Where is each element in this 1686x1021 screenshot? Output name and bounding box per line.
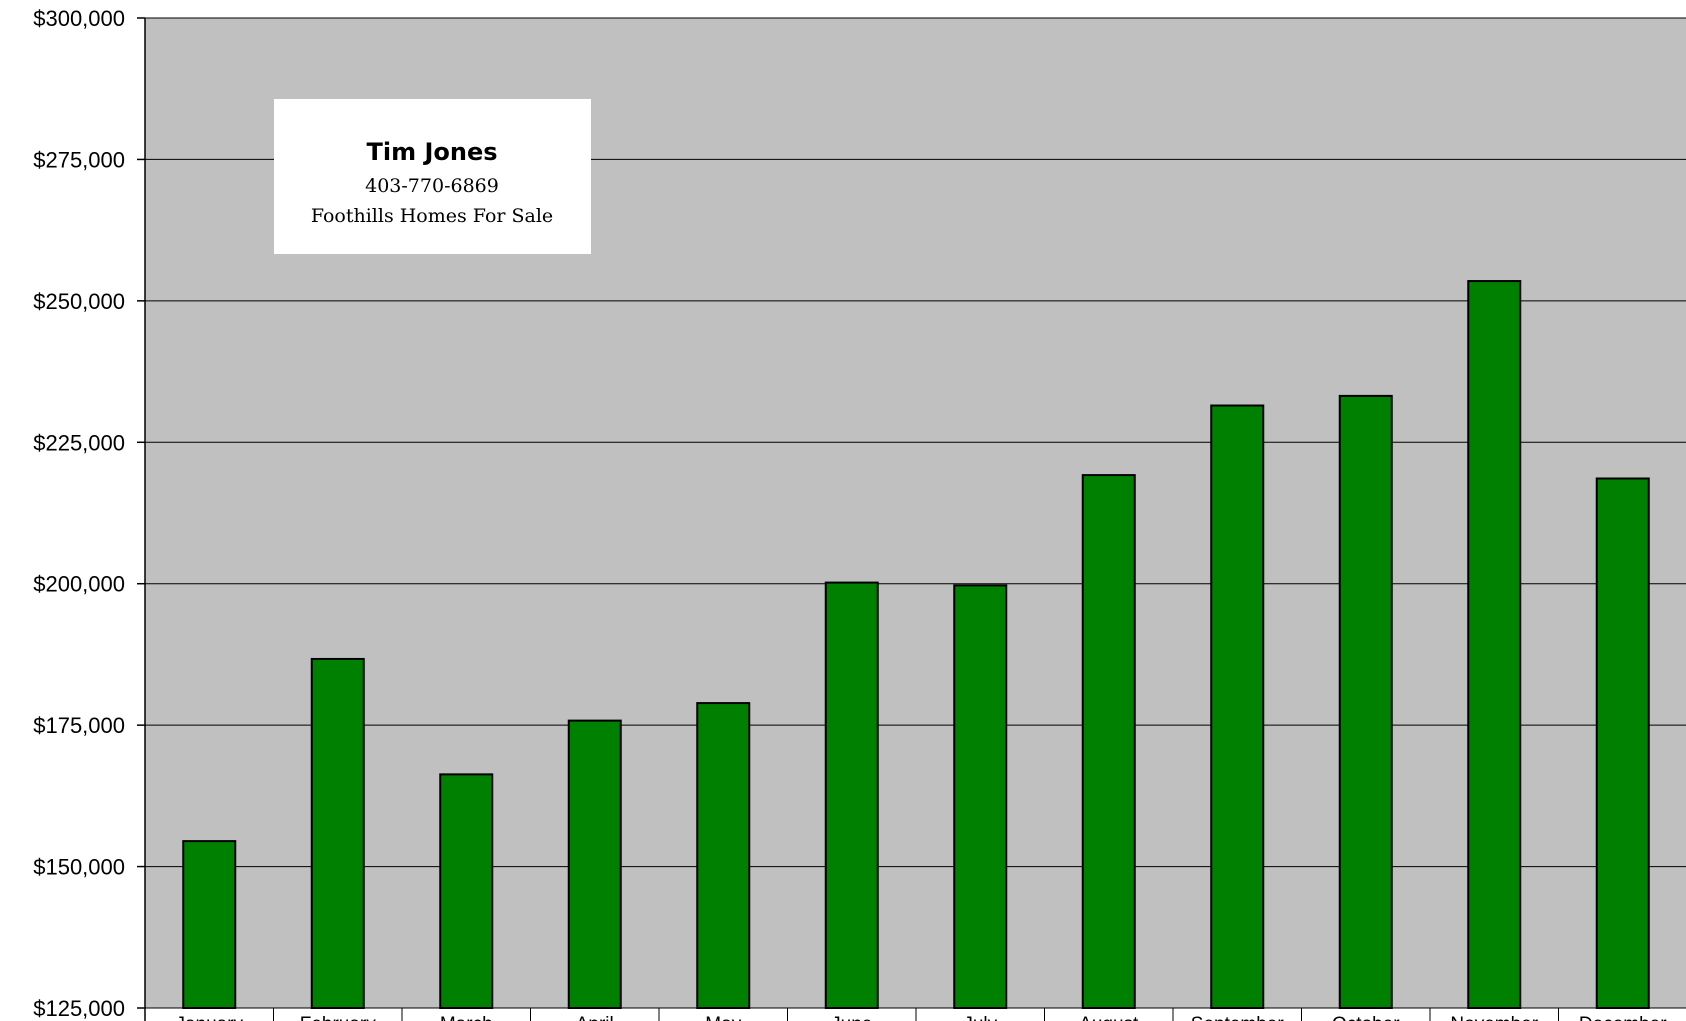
x-axis-ticks: January February March April May June July Augu… [175, 1008, 1667, 1021]
annotation-tagline: Foothills Homes For Sale [311, 205, 553, 227]
x-tick-label: September [1191, 1014, 1285, 1021]
bar-september [1210, 404, 1265, 1009]
bar-february [310, 657, 365, 1009]
annotation-box [274, 99, 591, 254]
y-tick-label: $200,000 [33, 572, 125, 597]
y-tick-label: $300,000 [33, 6, 125, 31]
x-tick-label: October [1332, 1014, 1400, 1021]
y-tick-label: $175,000 [33, 713, 125, 738]
x-tick-label: June [831, 1014, 872, 1021]
y-tick-label: $250,000 [33, 289, 125, 314]
annotation-phone: 403-770-6869 [365, 175, 499, 197]
x-tick-label: December [1579, 1014, 1667, 1021]
bar-july [953, 584, 1008, 1009]
x-tick-label: January [175, 1014, 243, 1021]
annotation-name: Tim Jones [366, 138, 497, 166]
y-tick-label: $225,000 [33, 430, 125, 455]
bar-november [1467, 280, 1522, 1009]
bar-march [439, 773, 494, 1009]
y-axis-ticks: $125,000 $150,000 $175,000 $200,000 $225,000… [33, 6, 145, 1021]
bar-april [567, 719, 622, 1009]
y-tick-label: $125,000 [33, 996, 125, 1021]
bar-january [182, 840, 237, 1009]
bar-october [1338, 394, 1393, 1009]
bar-august [1081, 474, 1136, 1009]
x-tick-label: March [440, 1014, 493, 1021]
contact-annotation: Tim Jones 403-770-6869 Foothills Homes F… [274, 99, 591, 254]
bars [182, 280, 1650, 1010]
x-tick-label: July [963, 1014, 997, 1021]
x-tick-label: August [1079, 1014, 1139, 1021]
x-tick-label: May [705, 1014, 741, 1021]
bar-may [696, 702, 751, 1010]
y-tick-label: $275,000 [33, 147, 125, 172]
bar-december [1595, 477, 1650, 1009]
bar-june [824, 581, 879, 1010]
x-tick-label: November [1450, 1014, 1538, 1021]
y-tick-label: $150,000 [33, 855, 125, 880]
x-tick-label: April [576, 1014, 614, 1021]
x-tick-label: February [300, 1014, 377, 1021]
